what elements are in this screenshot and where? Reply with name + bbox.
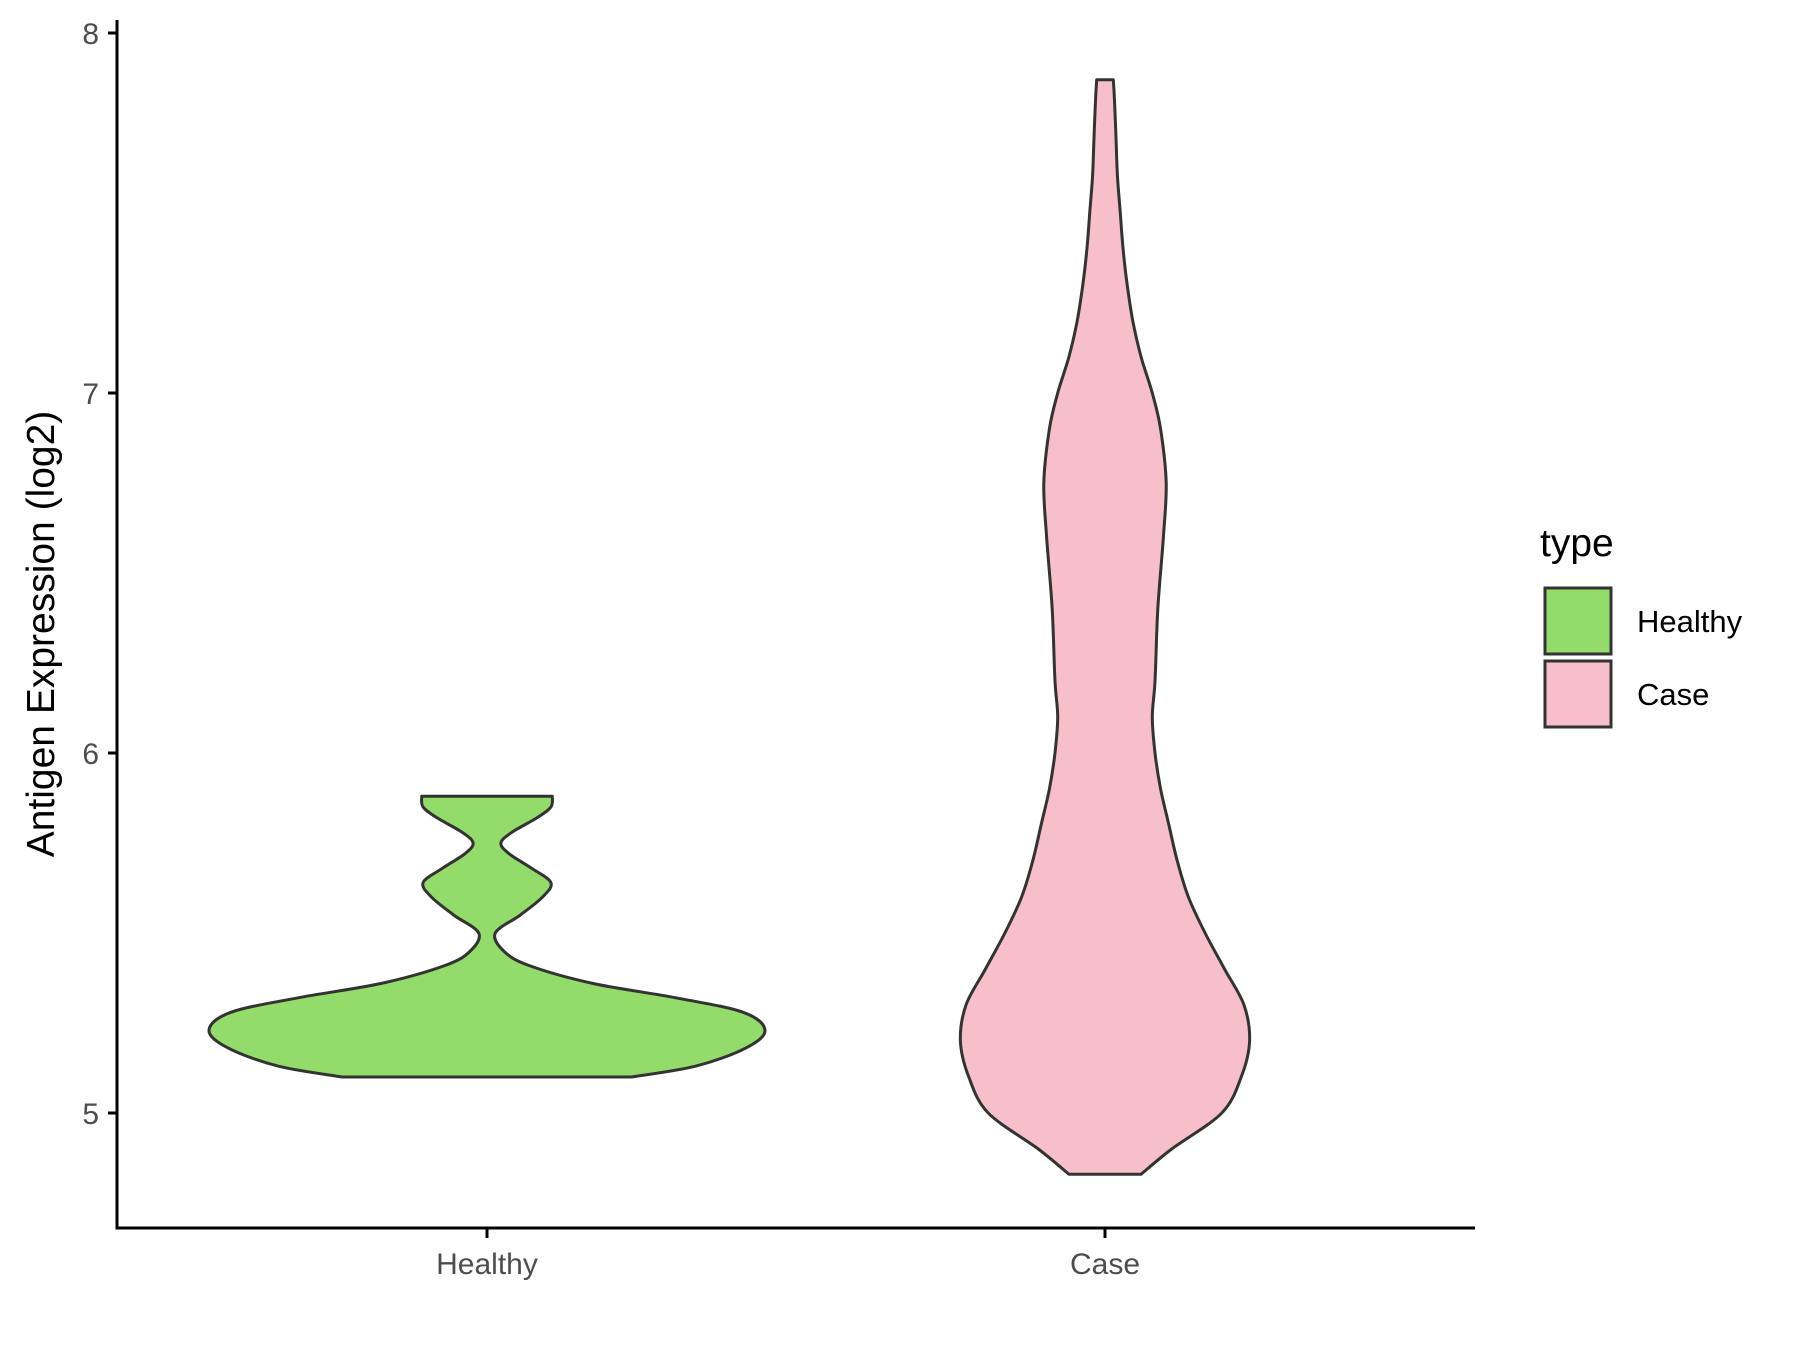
- legend: type Healthy Case: [1540, 522, 1743, 729]
- violin-case: [958, 78, 1252, 1176]
- axes: 5 6 7 8 Healthy Case: [82, 18, 1475, 1281]
- legend-key-healthy: [1543, 586, 1613, 656]
- y-tick-label: 7: [82, 378, 99, 411]
- legend-label-case: Case: [1637, 677, 1709, 712]
- violin-healthy: [207, 794, 767, 1079]
- y-tick-label: 5: [82, 1098, 99, 1131]
- legend-items: Healthy Case: [1543, 586, 1743, 729]
- y-tick-label: 6: [82, 738, 99, 771]
- x-tick-label: Case: [1070, 1248, 1140, 1281]
- legend-title: type: [1540, 522, 1614, 565]
- violin-layer: [207, 78, 1252, 1176]
- y-tick-label: 8: [82, 18, 99, 51]
- y-axis-title: Antigen Expression (log2): [20, 411, 63, 858]
- legend-key-case: [1543, 659, 1613, 729]
- y-axis-ticks: 5 6 7 8: [82, 18, 117, 1131]
- x-tick-label: Healthy: [436, 1248, 538, 1281]
- x-axis-ticks: Healthy Case: [436, 1228, 1140, 1281]
- legend-label-healthy: Healthy: [1637, 604, 1743, 639]
